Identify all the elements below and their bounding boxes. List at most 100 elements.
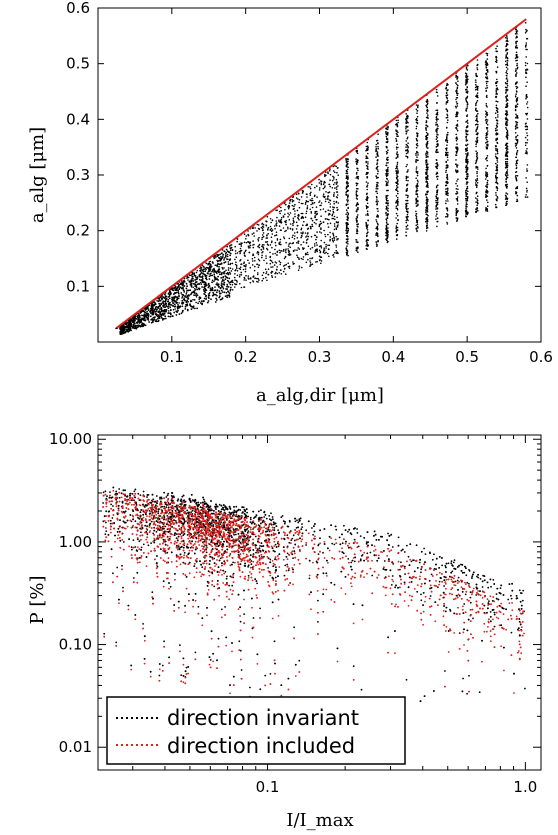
top-data-point [345, 228, 348, 230]
top-data-point [526, 181, 528, 183]
top-data-point [210, 274, 212, 277]
top-data-point [203, 285, 206, 288]
top-data-point [505, 202, 508, 204]
top-data-point [202, 288, 205, 291]
top-data-point [220, 284, 223, 287]
top-data-point [209, 266, 211, 269]
top-data-point [200, 267, 203, 269]
top-data-point [218, 291, 221, 293]
top-data-point [466, 107, 468, 110]
top-data-point [465, 80, 467, 83]
top-data-point [505, 153, 507, 155]
top-data-point [415, 137, 418, 140]
top-data-point [387, 204, 389, 207]
top-data-point [266, 262, 268, 265]
top-data-point [426, 224, 428, 226]
top-data-point [446, 101, 449, 103]
top-data-point [455, 82, 457, 84]
top-data-point [375, 147, 378, 150]
top-data-point [525, 48, 527, 51]
top-data-point [192, 298, 194, 301]
top-data-point [318, 224, 321, 227]
top-data-point [228, 294, 231, 297]
top-data-point [333, 223, 336, 225]
top-data-point [271, 240, 273, 242]
top-data-point [385, 202, 388, 204]
top-data-point [386, 183, 388, 185]
top-data-point [356, 198, 359, 200]
top-data-point [516, 67, 519, 70]
top-data-point [476, 179, 479, 181]
top-data-point [195, 286, 198, 289]
top-data-point [347, 185, 350, 187]
top-data-point [137, 324, 140, 327]
top-data-point [258, 264, 260, 266]
top-data-point [184, 308, 187, 310]
top-data-point [415, 228, 418, 230]
top-data-point [385, 205, 388, 208]
top-data-point [162, 300, 165, 303]
top-data-point [396, 208, 399, 211]
top-data-point [366, 141, 369, 144]
top-data-point [170, 304, 173, 306]
top-data-point [365, 240, 368, 242]
top-data-point [198, 278, 201, 281]
top-data-point [243, 254, 246, 256]
top-data-point [304, 253, 307, 256]
top-data-point [526, 81, 528, 83]
top-data-point [324, 210, 327, 213]
top-data-point [436, 165, 439, 167]
top-data-point [332, 234, 335, 237]
top-data-point [446, 84, 449, 86]
top-data-point [325, 251, 327, 254]
top-data-point [507, 99, 509, 101]
top-data-point [407, 228, 409, 230]
top-data-point [515, 174, 517, 177]
top-data-point [175, 301, 178, 304]
top-data-point [496, 107, 499, 110]
top-data-point [445, 202, 447, 205]
top-data-point [274, 252, 277, 255]
top-data-point [526, 62, 529, 65]
top-data-point [298, 201, 300, 204]
top-data-point [248, 245, 251, 247]
top-data-point [427, 214, 429, 217]
top-data-point [293, 232, 296, 234]
top-data-point [446, 89, 448, 92]
top-data-point [209, 287, 212, 290]
top-data-point [495, 149, 497, 151]
top-data-point [257, 266, 260, 269]
top-data-point [218, 265, 220, 268]
top-data-point [327, 244, 329, 247]
top-data-point [395, 167, 397, 170]
top-data-point [395, 176, 398, 179]
top-data-point [457, 188, 459, 190]
top-data-point [476, 182, 479, 184]
top-data-point [314, 186, 316, 189]
top-data-point [331, 179, 334, 182]
top-data-point [269, 256, 272, 259]
top-data-point [223, 257, 226, 259]
top-data-point [485, 61, 488, 64]
top-data-point [375, 188, 378, 190]
top-data-point [181, 282, 184, 285]
top-data-point [335, 191, 338, 193]
top-data-point [296, 254, 298, 257]
top-data-point [506, 37, 509, 40]
top-data-point [275, 271, 277, 274]
top-data-point [141, 314, 143, 317]
top-data-point [203, 283, 206, 286]
top-data-point [275, 262, 278, 264]
top-data-point [284, 250, 287, 252]
top-data-point [436, 201, 438, 204]
top-data-point [265, 276, 267, 279]
top-data-point [302, 256, 305, 258]
top-data-point [406, 171, 408, 173]
top-data-point [456, 185, 459, 187]
top-data-point [282, 227, 285, 229]
top-data-point [455, 182, 457, 185]
top-data-point [515, 55, 518, 58]
top-data-point [336, 238, 339, 240]
top-data-point [526, 164, 529, 166]
top-data-point [397, 171, 399, 173]
